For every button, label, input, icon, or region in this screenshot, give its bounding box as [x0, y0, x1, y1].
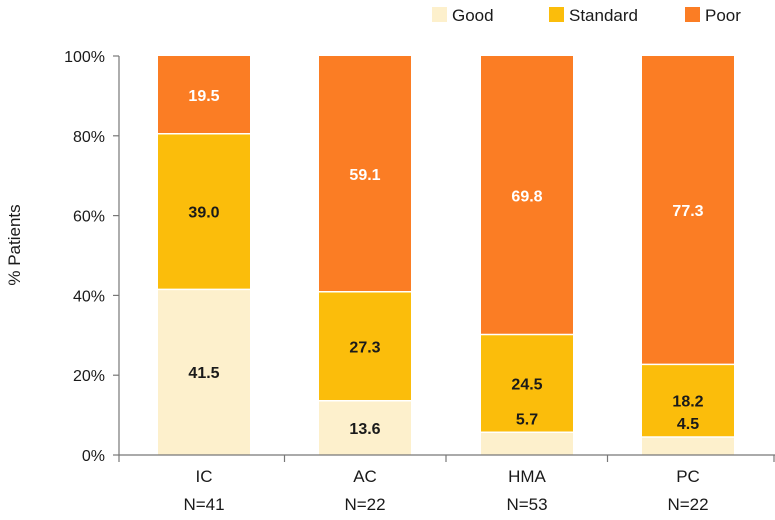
x-tick-count-label: N=41	[183, 495, 224, 514]
bar-segment-poor	[319, 56, 411, 292]
x-tick-label: AC	[353, 467, 377, 486]
bar-value-label: 5.7	[516, 411, 538, 428]
legend-label: Poor	[705, 6, 741, 25]
y-tick-label: 80%	[73, 129, 105, 146]
bar-value-label: 24.5	[511, 376, 542, 393]
bar-value-label: 19.5	[188, 88, 219, 105]
y-axis-label: % Patients	[5, 204, 24, 285]
x-tick-count-label: N=53	[506, 495, 547, 514]
y-tick-label: 0%	[82, 448, 105, 465]
bar-value-label: 77.3	[672, 203, 703, 220]
bar-value-label: 39.0	[188, 205, 219, 222]
y-axis: 0% 20% 40% 60% 80% 100%	[64, 49, 120, 465]
legend-swatch-standard	[549, 7, 564, 22]
y-tick-label: 40%	[73, 288, 105, 305]
x-axis: IC N=41 AC N=22 HMA N=53 PC N=22	[118, 454, 775, 514]
y-tick-label: 60%	[73, 209, 105, 226]
bar-value-label: 4.5	[677, 416, 699, 433]
x-tick-count-label: N=22	[667, 495, 708, 514]
bar-value-label: 41.5	[188, 365, 219, 382]
bar-segment-good	[319, 400, 411, 455]
bars: 41.5 39.0 19.5 13.6 27.3 59.1 5.7 24.5 69.8 4.5 18…	[158, 56, 734, 455]
bar-segment-poor	[481, 56, 573, 335]
bar-value-label: 18.2	[672, 394, 703, 411]
bar-value-label: 27.3	[349, 339, 380, 356]
bar-segment-good	[158, 289, 250, 455]
bar-segment-standard	[481, 334, 573, 433]
legend: Good Standard Poor	[432, 6, 741, 25]
bar-value-label: 69.8	[511, 188, 542, 205]
legend-label: Standard	[569, 6, 638, 25]
bar-segment-poor	[158, 56, 250, 134]
x-tick-count-label: N=22	[344, 495, 385, 514]
legend-swatch-good	[432, 7, 447, 22]
legend-label: Good	[452, 6, 494, 25]
bar-segment-standard	[158, 133, 250, 290]
bar-segment-good	[481, 432, 573, 455]
legend-swatch-poor	[685, 7, 700, 22]
bar-segment-good	[642, 437, 734, 455]
bar-segment-poor	[642, 56, 734, 365]
bar-segment-standard	[319, 291, 411, 401]
y-tick-label: 100%	[64, 49, 105, 66]
bar-value-label: 59.1	[349, 167, 380, 184]
bar-segment-standard	[642, 364, 734, 438]
y-tick-label: 20%	[73, 368, 105, 385]
x-tick-label: IC	[196, 467, 213, 486]
bar-value-label: 13.6	[349, 421, 380, 438]
x-tick-label: HMA	[508, 467, 546, 486]
x-tick-label: PC	[676, 467, 700, 486]
